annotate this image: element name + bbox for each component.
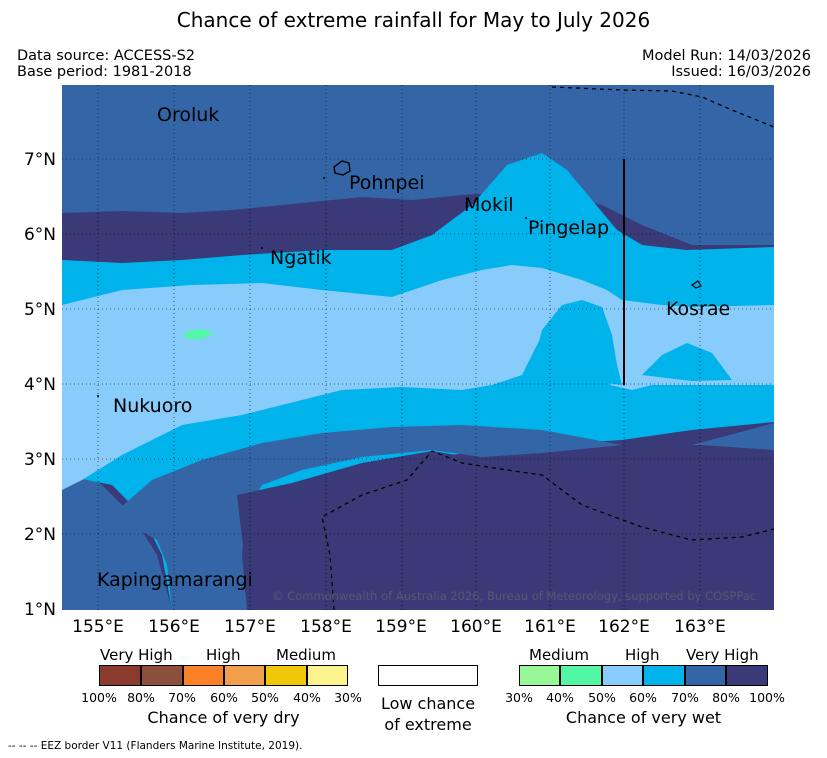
dry-tick-60: 60% xyxy=(210,690,238,705)
lat-label-6n: 6°N xyxy=(23,225,56,245)
lat-label-3n: 3°N xyxy=(23,450,56,470)
dry-caption: Chance of very dry xyxy=(147,708,300,727)
band-80pct-south xyxy=(62,455,172,610)
lon-label-155e: 155°E xyxy=(72,617,124,637)
wet-caption: Chance of very wet xyxy=(565,708,722,727)
copyright-notice: © Commonwealth of Australia 2026, Bureau… xyxy=(272,589,757,603)
wet-swatch-70-80 xyxy=(685,665,726,686)
place-pingelap: Pingelap xyxy=(528,217,610,239)
band-very-high-south xyxy=(237,450,774,610)
dry-tick-70: 70% xyxy=(168,690,196,705)
lat-label-4n: 4°N xyxy=(23,375,56,395)
band-70pct-inset xyxy=(532,300,622,385)
issued-date: Issued: 16/03/2026 xyxy=(671,64,811,80)
lat-label-1n: 1°N xyxy=(23,600,56,620)
dry-swatch-50-40 xyxy=(265,665,307,686)
place-mokil: Mokil xyxy=(464,194,514,216)
base-period: Base period: 1981-2018 xyxy=(17,64,192,80)
eez-south xyxy=(321,450,774,610)
lon-label-161e: 161°E xyxy=(524,617,576,637)
model-run: Model Run: 14/03/2026 xyxy=(641,48,811,64)
nukuoro-atoll xyxy=(97,395,99,397)
wet-swatch-50-60 xyxy=(602,665,643,686)
pohnpei-dot xyxy=(323,177,325,179)
rainfall-map xyxy=(62,85,774,610)
dry-tick-30: 30% xyxy=(334,690,362,705)
lat-label-5n: 5°N xyxy=(23,300,56,320)
place-oroluk: Oroluk xyxy=(157,104,220,126)
wet-tick-100: 100% xyxy=(749,690,785,705)
dry-swatch-60-50 xyxy=(224,665,265,686)
lat-label-7n: 7°N xyxy=(23,150,56,170)
mokil-atoll xyxy=(525,217,527,219)
pohnpei-island xyxy=(333,160,351,176)
place-kapingamarangi: Kapingamarangi xyxy=(97,569,253,591)
lon-label-162e: 162°E xyxy=(598,617,650,637)
wet-swatch-80-100 xyxy=(726,665,768,686)
data-source: Data source: ACCESS-S2 xyxy=(17,48,196,64)
dry-swatch-40-30 xyxy=(307,665,348,686)
wet-tick-50: 50% xyxy=(588,690,616,705)
band-80pct xyxy=(62,85,774,245)
lon-label-160e: 160°E xyxy=(450,617,502,637)
wet-swatch-30-40 xyxy=(519,665,560,686)
band-70pct-kosrae xyxy=(642,343,732,381)
eez-footnote: -- -- -- EEZ border V11 (Flanders Marine… xyxy=(8,740,303,752)
wet-tick-60: 60% xyxy=(629,690,657,705)
dry-tick-50: 50% xyxy=(251,690,279,705)
wet-tick-30: 30% xyxy=(505,690,533,705)
wet-level-medium: Medium xyxy=(529,646,589,664)
ngatik-atoll xyxy=(261,247,263,249)
low-chance-caption-2: of extreme xyxy=(384,715,472,734)
lon-label-163e: 163°E xyxy=(674,617,726,637)
lat-label-2n: 2°N xyxy=(23,525,56,545)
place-ngatik: Ngatik xyxy=(270,247,332,269)
band-wet-40pct xyxy=(184,329,214,339)
graticule xyxy=(62,85,774,610)
dry-level-high: High xyxy=(206,646,241,664)
lon-label-157e: 157°E xyxy=(224,617,276,637)
wet-tick-70: 70% xyxy=(671,690,699,705)
dry-tick-40: 40% xyxy=(293,690,321,705)
place-kosrae: Kosrae xyxy=(666,298,731,320)
dry-tick-100: 100% xyxy=(81,690,117,705)
low-chance-caption-1: Low chance xyxy=(380,694,476,713)
dry-level-very-high: Very High xyxy=(100,646,173,664)
dry-level-medium: Medium xyxy=(276,646,336,664)
lon-label-159e: 159°E xyxy=(375,617,427,637)
wet-level-high: High xyxy=(625,646,660,664)
lon-label-156e: 156°E xyxy=(148,617,200,637)
wet-tick-40: 40% xyxy=(546,690,574,705)
map-title: Chance of extreme rainfall for May to Ju… xyxy=(176,8,651,32)
wet-level-very-high: Very High xyxy=(686,646,759,664)
band-80pct-south-main xyxy=(112,423,774,610)
place-pohnpei: Pohnpei xyxy=(349,172,425,194)
eez-north xyxy=(551,86,774,128)
low-chance-swatch xyxy=(378,665,478,686)
place-nukuoro: Nukuoro xyxy=(113,395,193,417)
wet-swatch-60-70 xyxy=(643,665,685,686)
dry-tick-80: 80% xyxy=(127,690,155,705)
kosrae-island xyxy=(690,280,702,289)
dry-swatch-70-60 xyxy=(183,665,224,686)
dry-swatch-100-80 xyxy=(99,665,141,686)
lon-label-158e: 158°E xyxy=(300,617,352,637)
wet-tick-80: 80% xyxy=(712,690,740,705)
dry-swatch-80-70 xyxy=(141,665,183,686)
wet-swatch-40-50 xyxy=(560,665,602,686)
